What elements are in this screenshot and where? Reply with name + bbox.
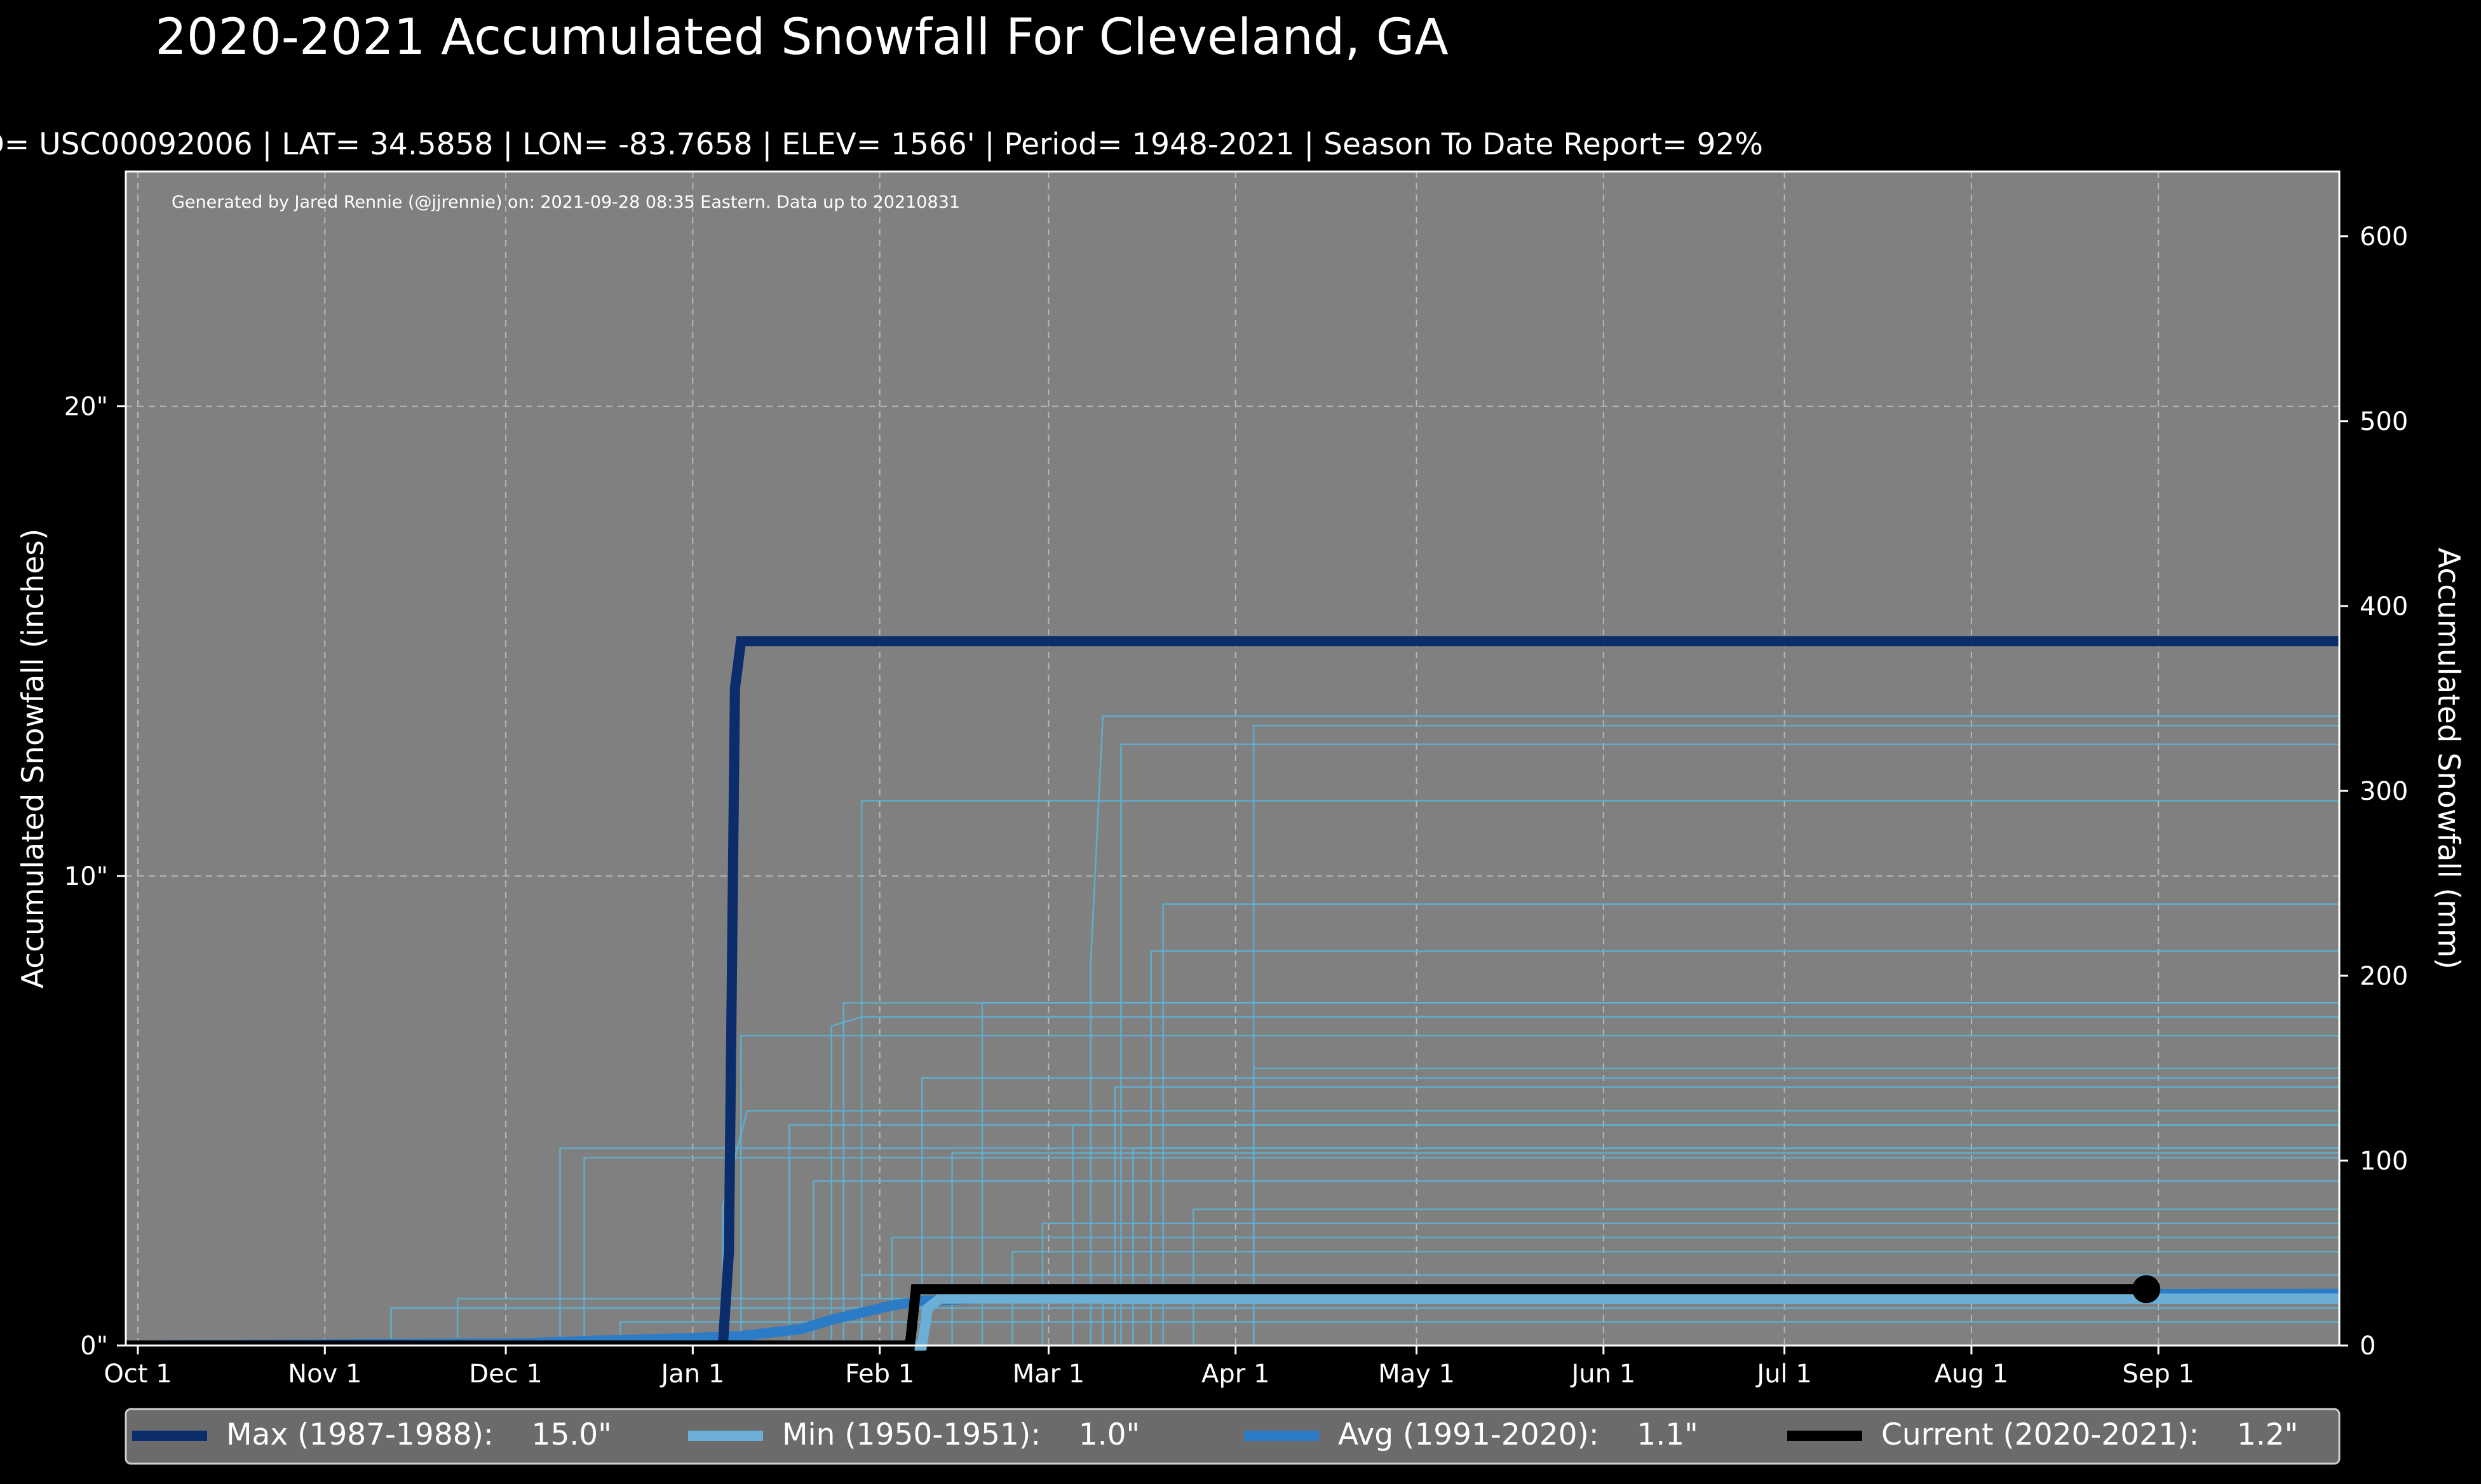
x-tick-label: Sep 1 xyxy=(2122,1359,2194,1389)
x-tick-label: Feb 1 xyxy=(845,1359,914,1389)
x-tick-label: Nov 1 xyxy=(288,1359,362,1389)
y2-axis-label: Accumulated Snowfall (mm) xyxy=(2431,548,2466,969)
legend-label-avg: Avg (1991-2020): 1.1" xyxy=(1338,1417,1698,1452)
x-tick-label: Mar 1 xyxy=(1013,1359,1085,1389)
y-tick-label: 20" xyxy=(64,393,108,422)
x-tick-label: Oct 1 xyxy=(104,1359,172,1389)
y2-tick-label: 600 xyxy=(2360,222,2408,252)
x-tick-label: Apr 1 xyxy=(1201,1359,1269,1389)
y-axis-label: Accumulated Snowfall (inches) xyxy=(16,529,51,988)
y2-tick-label: 200 xyxy=(2360,962,2408,991)
y-tick-label: 0" xyxy=(80,1332,108,1361)
credit-text: Generated by Jared Rennie (@jjrennie) on… xyxy=(172,192,960,212)
y2-tick-label: 0 xyxy=(2360,1332,2376,1361)
chart-subtitle: GHCN-D ID= USC00092006 | LAT= 34.5858 | … xyxy=(0,127,1763,162)
legend-box xyxy=(125,1408,2341,1465)
legend-label-min: Min (1950-1951): 1.0" xyxy=(782,1417,1140,1452)
series-end-marker-current xyxy=(2132,1275,2161,1304)
x-tick-label: Aug 1 xyxy=(1935,1359,2008,1389)
x-tick-label: May 1 xyxy=(1378,1359,1455,1389)
legend-label-current: Current (2020-2021): 1.2" xyxy=(1881,1417,2298,1452)
x-tick-label: Jun 1 xyxy=(1569,1359,1635,1389)
y-tick-label: 10" xyxy=(64,862,108,891)
x-tick-label: Jul 1 xyxy=(1755,1359,1811,1389)
plot-frame xyxy=(125,170,2341,1347)
plot-area xyxy=(126,172,2339,1346)
legend-label-max: Max (1987-1988): 15.0" xyxy=(226,1417,612,1452)
x-tick-label: Jan 1 xyxy=(659,1359,724,1389)
chart-title: 2020-2021 Accumulated Snowfall For Cleve… xyxy=(155,9,1449,66)
x-tick-label: Dec 1 xyxy=(469,1359,543,1389)
y2-tick-label: 400 xyxy=(2360,592,2408,621)
y2-tick-label: 500 xyxy=(2360,407,2408,436)
y2-tick-label: 300 xyxy=(2360,777,2408,806)
y2-tick-label: 100 xyxy=(2360,1147,2408,1176)
background-seasons xyxy=(126,715,2339,1347)
